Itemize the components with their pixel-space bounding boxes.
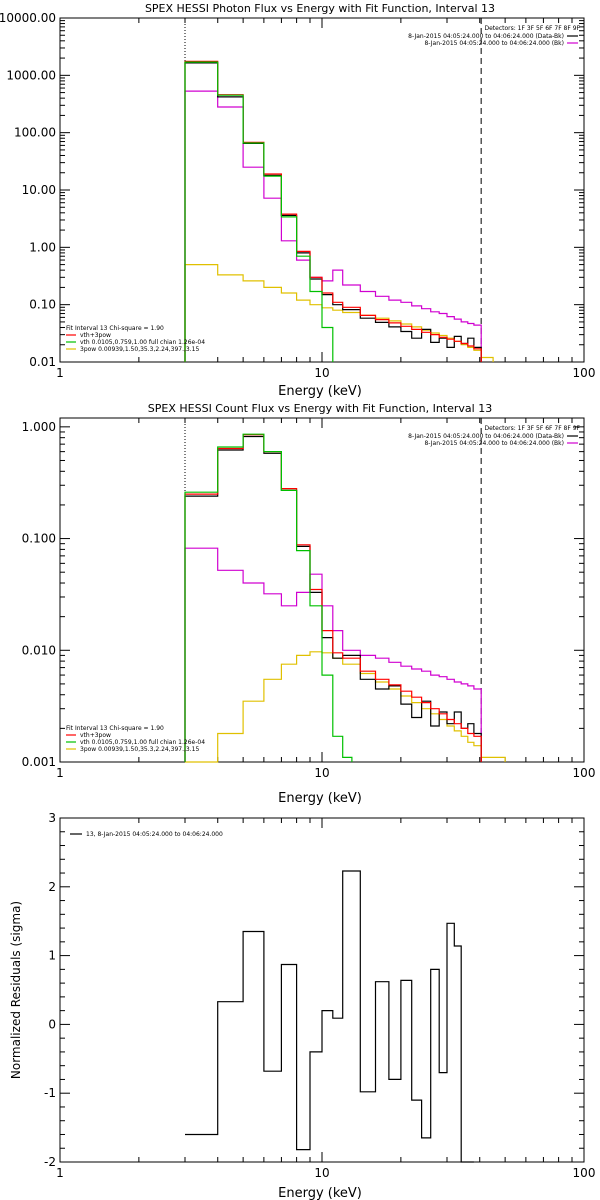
count-flux-legend-bottom-left: Fit Interval 13 Chi-square = 1.90vth+3po… <box>66 725 205 753</box>
count-flux-series <box>184 433 506 763</box>
x-tick-label: 1 <box>56 366 64 380</box>
y-tick-label: 10000.00 <box>0 11 56 25</box>
y-tick-label: 1 <box>48 949 56 963</box>
photon-flux-detectors-label: Detectors: 1F 3F 5F 6F 7F 8F 9F <box>484 25 580 32</box>
y-tick-label: 100.00 <box>14 126 56 140</box>
residuals-series <box>185 870 474 1163</box>
x-tick-label: 100 <box>573 766 596 780</box>
series-bk-line <box>184 547 482 762</box>
legend-entry-label: vth+3pow <box>80 732 111 739</box>
y-tick-label: 1.00 <box>29 240 56 254</box>
residuals-x-axis-label: Energy (keV) <box>278 1186 362 1200</box>
photon-flux-chart-title: SPEX HESSI Photon Flux vs Energy with Fi… <box>145 2 495 15</box>
x-tick-label: 1 <box>56 1166 64 1180</box>
legend-entry-label: vth 0.0105,0.759,1.00 full chian 1.26e-0… <box>80 339 205 346</box>
legend-entry-label: 8-Jan-2015 04:05:24.000 to 04:06:24.000 … <box>408 33 564 40</box>
residuals-chart: 1 10 100 -2 -1 0 1 2 3 Energy (keV) Normalized R… <box>9 811 595 1200</box>
photon-flux-x-axis-label: Energy (keV) <box>278 384 362 399</box>
legend-entry-label: Fit Interval 13 Chi-square = 1.90 <box>66 725 164 732</box>
x-tick-label: 10 <box>314 366 329 380</box>
series-vth-line <box>184 433 353 762</box>
x-tick-label: 10 <box>314 766 329 780</box>
photon-flux-legend-bottom-left: Fit Interval 13 Chi-square = 1.90vth+3po… <box>66 325 205 353</box>
legend-entry-label: vth 0.0105,0.759,1.00 full chian 1.26e-0… <box>80 739 205 746</box>
photon-flux-series <box>184 60 494 362</box>
y-tick-label: 1.000 <box>22 420 56 434</box>
series-vth-line <box>184 61 334 362</box>
x-tick-label: 100 <box>573 1166 596 1180</box>
y-tick-label: 0.100 <box>22 532 56 546</box>
count-flux-chart: SPEX HESSI Count Flux vs Energy with Fit… <box>22 402 596 806</box>
legend-entry-label: 8-Jan-2015 04:05:24.000 to 04:06:24.000 … <box>424 40 564 47</box>
y-tick-label: 0.010 <box>22 643 56 657</box>
x-tick-label: 100 <box>573 366 596 380</box>
legend-entry-label: 3pow 0.00939,1.50,35.3,2.24,397.,3.15 <box>80 346 199 353</box>
legend-entry-label: 8-Jan-2015 04:05:24.000 to 04:06:24.000 … <box>408 433 564 440</box>
y-tick-label: -2 <box>44 1155 56 1169</box>
series-data-bk-line <box>184 62 482 362</box>
residuals-legend: 13, 8-Jan-2015 04:05:24.000 to 04:06:24.… <box>70 831 223 838</box>
count-flux-tick-labels: 1 10 100 0.001 0.010 0.100 1.000 <box>22 420 596 780</box>
series-bk-line <box>184 90 482 362</box>
count-flux-axis-ticks <box>59 418 585 763</box>
legend-entry-label: 8-Jan-2015 04:05:24.000 to 04:06:24.000 … <box>424 440 564 447</box>
y-tick-label: 10.00 <box>22 183 56 197</box>
count-flux-legend-top-right: 8-Jan-2015 04:05:24.000 to 04:06:24.000 … <box>408 433 578 447</box>
series-data-bk-line <box>184 435 482 762</box>
y-tick-label: 1000.00 <box>6 68 56 82</box>
y-tick-label: 0 <box>48 1017 56 1031</box>
legend-entry-label: Fit Interval 13 Chi-square = 1.90 <box>66 325 164 332</box>
y-tick-label: 0.01 <box>29 355 56 369</box>
legend-entry-label: 13, 8-Jan-2015 04:05:24.000 to 04:06:24.… <box>86 831 223 838</box>
series-residuals-line <box>185 870 474 1163</box>
photon-flux-axis-ticks <box>59 17 585 363</box>
y-tick-label: 0.001 <box>22 755 56 769</box>
count-flux-chart-title: SPEX HESSI Count Flux vs Energy with Fit… <box>148 402 492 415</box>
photon-flux-legend-top-right: 8-Jan-2015 04:05:24.000 to 04:06:24.000 … <box>408 33 578 47</box>
count-flux-detectors-label: Detectors: 1F 3F 5F 6F 7F 8F 9F <box>484 425 580 432</box>
legend-entry-label: 3pow 0.00939,1.50,35.3,2.24,397.,3.15 <box>80 746 199 753</box>
y-tick-label: -1 <box>44 1086 56 1100</box>
photon-flux-chart: SPEX HESSI Photon Flux vs Energy with Fi… <box>0 2 595 399</box>
residuals-tick-labels: 1 10 100 -2 -1 0 1 2 3 <box>44 811 595 1180</box>
legend-entry-label: vth+3pow <box>80 332 111 339</box>
residuals-y-axis-label: Normalized Residuals (sigma) <box>9 901 23 1079</box>
series-3pow-line <box>185 651 506 763</box>
y-tick-label: 2 <box>48 880 56 894</box>
y-tick-label: 0.10 <box>29 298 56 312</box>
count-flux-x-axis-label: Energy (keV) <box>278 791 362 806</box>
series-vth-3pow-line <box>184 60 482 362</box>
photon-flux-tick-labels: 1 10 100 0.01 0.10 1.00 10.00 100.00 1000.00 1000… <box>0 11 595 380</box>
residuals-plot-frame <box>59 817 585 1163</box>
x-tick-label: 1 <box>56 766 64 780</box>
y-tick-label: 3 <box>48 811 56 825</box>
x-tick-label: 10 <box>314 1166 329 1180</box>
residuals-axis-ticks <box>59 817 585 1163</box>
